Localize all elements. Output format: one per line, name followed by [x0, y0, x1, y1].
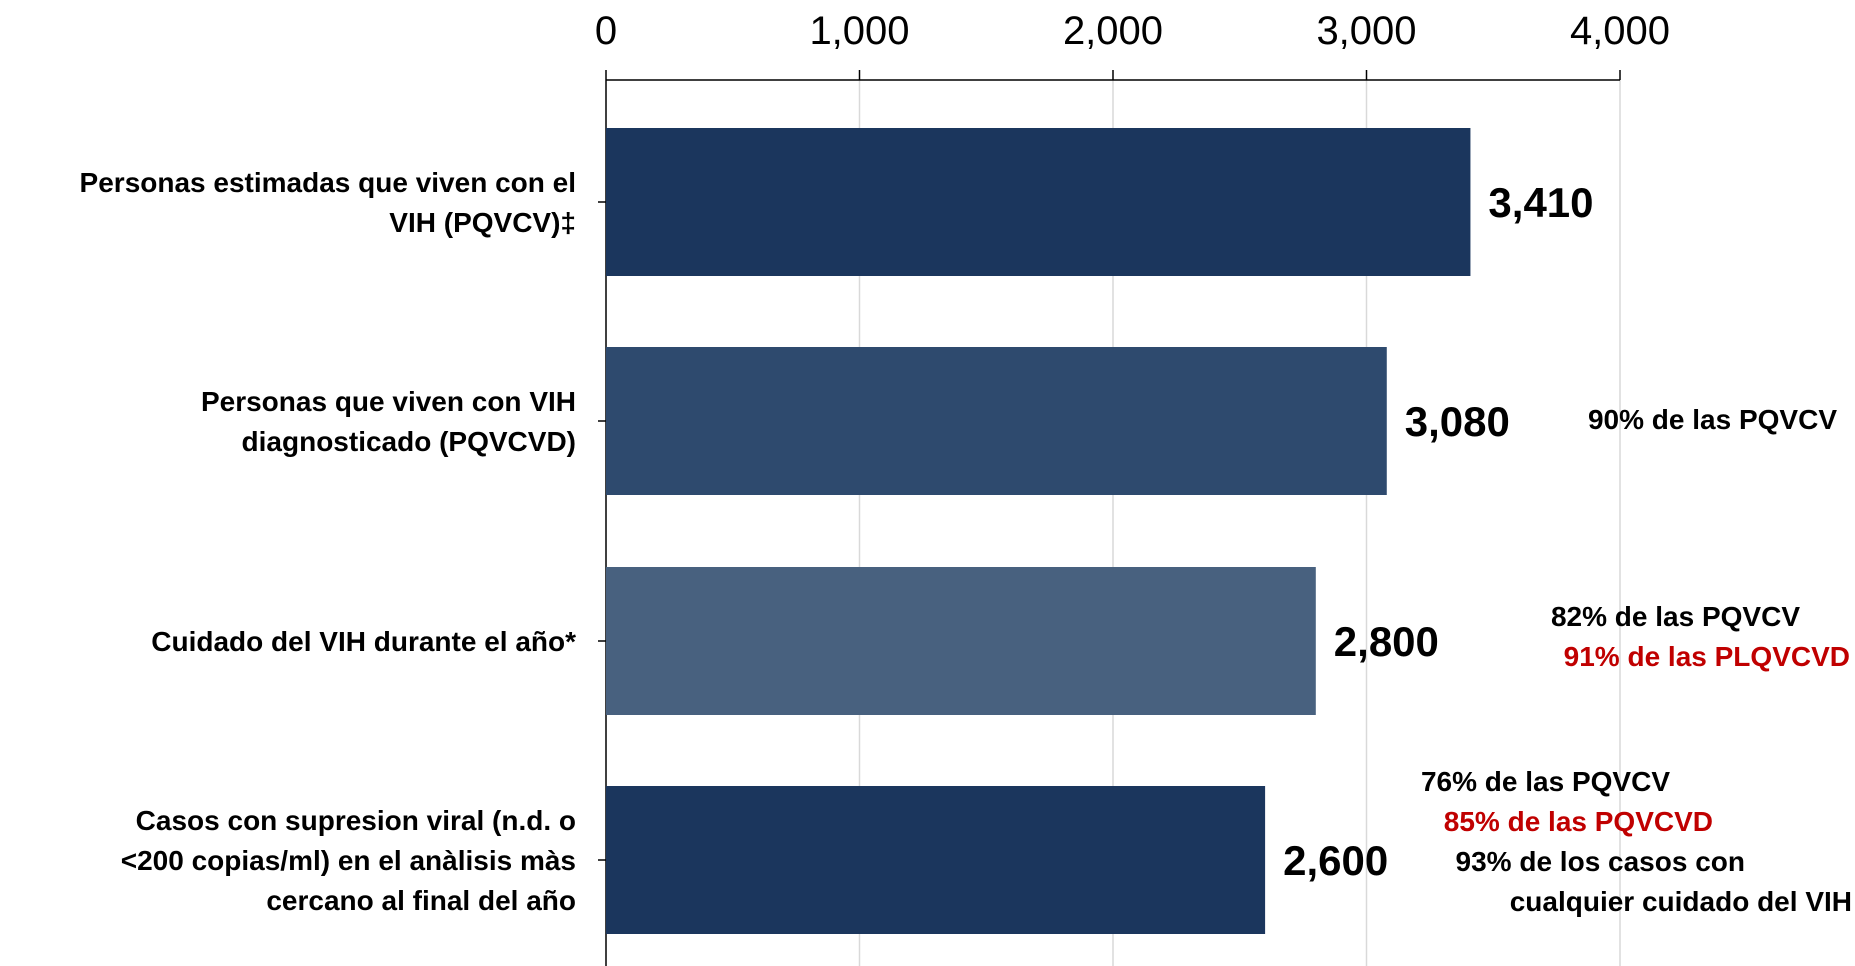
- category-label: VIH (PQVCV)‡: [389, 207, 576, 238]
- annotation-text: 85% de las PQVCVD: [1444, 806, 1713, 837]
- data-label: 3,410: [1488, 179, 1593, 226]
- annotation-text: 82% de las PQVCV: [1551, 601, 1800, 632]
- category-label: Personas que viven con VIH: [201, 386, 576, 417]
- data-label: 2,600: [1283, 837, 1388, 884]
- annotation-text: 93% de los casos con: [1456, 846, 1745, 877]
- x-tick-label: 4,000: [1570, 9, 1670, 53]
- annotation-text: 76% de las PQVCV: [1421, 766, 1670, 797]
- category-label: cercano al final del año: [266, 885, 576, 916]
- bar: [606, 128, 1471, 276]
- category-label: Cuidado del VIH durante el año*: [151, 626, 576, 657]
- data-label: 3,080: [1405, 398, 1510, 445]
- annotation-text: 90% de las PQVCV: [1588, 404, 1837, 435]
- x-tick-label: 2,000: [1063, 9, 1163, 53]
- category-label: Personas estimadas que viven con el: [80, 167, 576, 198]
- category-label: <200 copias/ml) en el anàlisis màs: [121, 845, 576, 876]
- category-label: diagnosticado (PQVCVD): [242, 426, 576, 457]
- x-tick-label: 3,000: [1316, 9, 1416, 53]
- bars: [606, 128, 1471, 934]
- bar: [606, 567, 1316, 715]
- category-label: Casos con supresion viral (n.d. o: [136, 805, 576, 836]
- x-tick-label: 0: [595, 9, 617, 53]
- annotation-text: cualquier cuidado del VIH: [1510, 886, 1852, 917]
- annotation-text: 91% de las PLQVCVD: [1564, 641, 1850, 672]
- data-label: 2,800: [1334, 618, 1439, 665]
- bar: [606, 347, 1387, 495]
- x-tick-label: 1,000: [809, 9, 909, 53]
- bar: [606, 786, 1266, 934]
- labels: 3,410 Personas estimadas que viven con el…: [80, 167, 1852, 917]
